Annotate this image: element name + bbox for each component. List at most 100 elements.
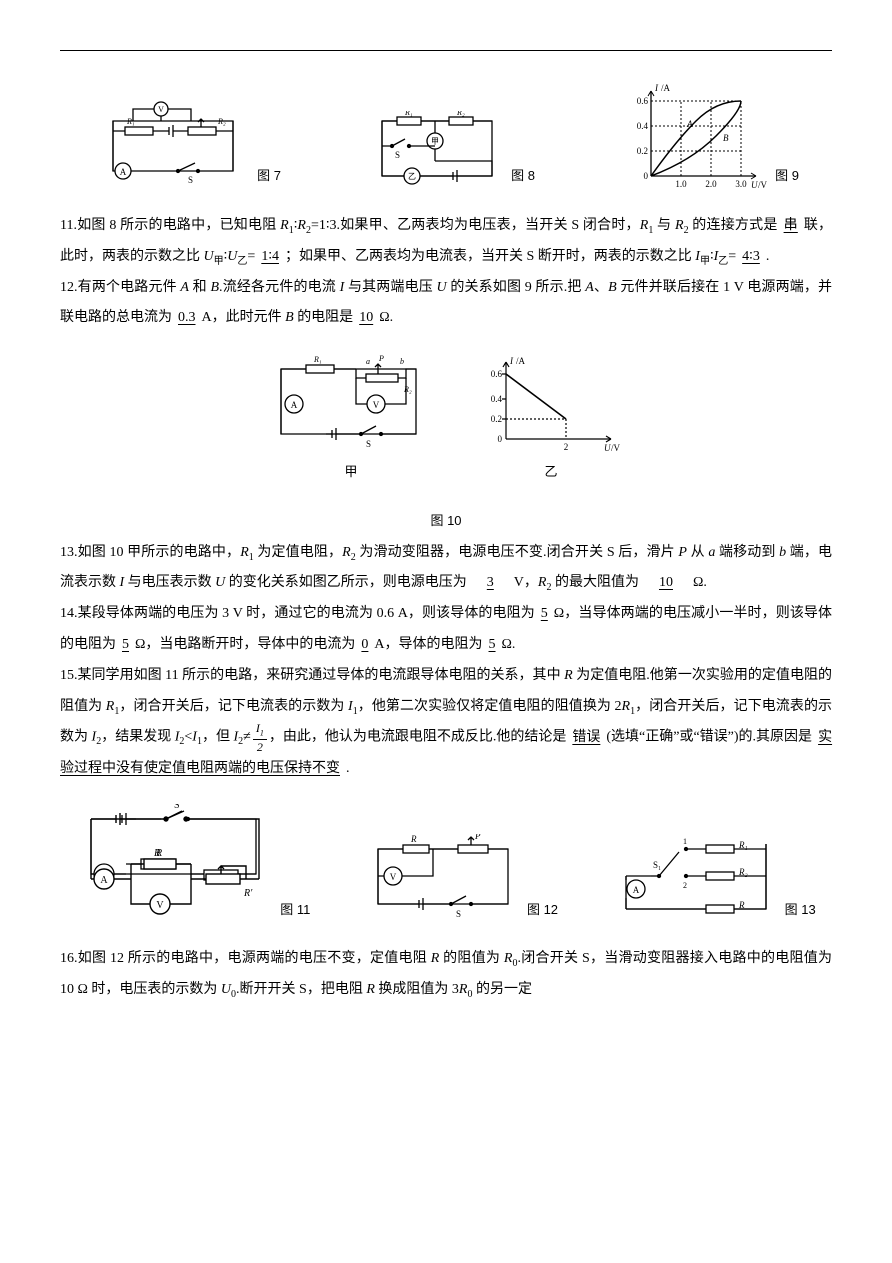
q11-ans3: 4∶3 [736, 249, 766, 264]
svg-text:S: S [366, 439, 371, 449]
figure-10-left: A R₁ a b P R₂ V S [266, 354, 436, 487]
q14-ans3: 0 [355, 637, 374, 652]
svg-text:甲: 甲 [431, 137, 439, 146]
svg-text:0.2: 0.2 [637, 146, 648, 156]
svg-text:U: U [751, 180, 758, 190]
figure-13: A S₁ 1 R₁ 2 R₂ [611, 834, 816, 924]
svg-text:1.0: 1.0 [675, 179, 687, 189]
figure-7: A V R₁ R₂ S 图 7 [93, 101, 281, 191]
svg-text:S: S [456, 909, 461, 919]
question-14: 14.某段导体两端的电压为 3 V 时，通过它的电流为 0.6 A，则该导体的电… [60, 599, 832, 661]
fig10-label-wrap: 图 10 [60, 507, 832, 538]
fig10-sub-right: 乙 [476, 458, 626, 487]
figure-8: R₁ R₂ 甲 S 乙 图 8 [367, 111, 535, 191]
svg-text:R₂: R₂ [217, 117, 226, 126]
svg-text:/V: /V [758, 180, 768, 190]
question-12: 12.有两个电路元件 A 和 B.流经各元件的电流 I 与其两端电压 U 的关系… [60, 273, 832, 335]
svg-text:/A: /A [661, 83, 671, 93]
svg-text:1: 1 [683, 837, 687, 846]
q13-ans2: 10 [639, 575, 693, 590]
svg-text:R₁: R₁ [126, 117, 135, 126]
svg-text:0.6: 0.6 [637, 96, 649, 106]
svg-text:A: A [101, 875, 109, 886]
circuit-fig11: S A R [76, 804, 276, 924]
fig11-label: 图 11 [280, 896, 310, 925]
svg-text:R₁: R₁ [313, 355, 322, 364]
q12-ans2: 10 [353, 310, 379, 325]
figure-row-10: A R₁ a b P R₂ V S [60, 354, 832, 487]
svg-text:A: A [632, 885, 639, 895]
circuit-fig8: R₁ R₂ 甲 S 乙 [367, 111, 507, 191]
circuit-fig7: A V R₁ R₂ S [93, 101, 253, 191]
figure-9: I/A U/V A B 0.2 0.4 0.6 0 1.0 2.0 3.0 图 … [621, 81, 799, 191]
circuit-fig12: R P V S [363, 834, 523, 924]
svg-text:2: 2 [564, 442, 569, 452]
svg-text:/A: /A [516, 356, 526, 366]
svg-text:S₁: S₁ [653, 860, 661, 870]
question-15: 15.某同学用如图 11 所示的电路，来研究通过导体的电流跟导体电阻的关系，其中… [60, 661, 832, 785]
svg-text:P: P [378, 354, 384, 363]
svg-text:A: A [120, 167, 127, 177]
fig13-label: 图 13 [785, 896, 816, 925]
svg-text:0.6: 0.6 [491, 369, 503, 379]
svg-text:R′: R′ [243, 888, 253, 899]
question-11: 11.如图 8 所示的电路中，已知电阻 R1∶R2=1∶3.如果甲、乙两表均为电… [60, 211, 832, 273]
q11-ans2: 1∶4 [255, 249, 285, 264]
fig9-label: 图 9 [775, 162, 799, 191]
svg-text:R₂: R₂ [456, 111, 465, 117]
question-13: 13.如图 10 甲所示的电路中，R1 为定值电阻，R2 为滑动变阻器，电源电压… [60, 538, 832, 600]
fig10-sub-left: 甲 [266, 458, 436, 487]
fig10-label: 图 10 [430, 513, 461, 528]
figure-row-7-8-9: A V R₁ R₂ S 图 7 [60, 81, 832, 191]
circuit-fig10-left: A R₁ a b P R₂ V S [266, 354, 436, 454]
svg-text:A: A [291, 400, 298, 410]
svg-text:A: A [686, 119, 693, 129]
svg-text:V: V [373, 400, 380, 410]
figure-12: R P V S 图 12 [363, 834, 558, 924]
svg-text:0: 0 [644, 171, 649, 181]
svg-text:S: S [395, 150, 400, 160]
svg-text:V: V [390, 872, 397, 882]
svg-text:B: B [723, 133, 729, 143]
svg-text:0.2: 0.2 [491, 414, 502, 424]
svg-text:R₂: R₂ [403, 385, 412, 394]
svg-text:2.0: 2.0 [705, 179, 717, 189]
chart-fig9: I/A U/V A B 0.2 0.4 0.6 0 1.0 2.0 3.0 [621, 81, 771, 191]
circuit-fig13: A S₁ 1 R₁ 2 R₂ [611, 834, 781, 924]
q14-ans2: 5 [116, 637, 135, 652]
svg-text:0.4: 0.4 [637, 121, 649, 131]
q11-ans1: 串 [778, 218, 804, 233]
fig12-label: 图 12 [527, 896, 558, 925]
svg-text:V: V [158, 105, 164, 114]
svg-text:S: S [174, 804, 180, 811]
svg-text:R₁: R₁ [404, 111, 413, 117]
question-16: 16.如图 12 所示的电路中，电源两端的电压不变，定值电阻 R 的阻值为 R0… [60, 944, 832, 1006]
svg-text:0.4: 0.4 [491, 394, 503, 404]
fig7-label: 图 7 [257, 162, 281, 191]
q12-ans1: 0.3 [172, 310, 202, 325]
svg-text:乙: 乙 [408, 172, 416, 181]
svg-text:I: I [509, 356, 514, 366]
svg-text:0: 0 [498, 434, 503, 444]
chart-fig10-right: I/A U/V 0 0.2 0.4 0.6 2 [476, 354, 626, 454]
svg-text:/V: /V [611, 443, 621, 453]
svg-text:V: V [157, 900, 165, 911]
page-top-rule [60, 50, 832, 51]
figure-11: S A R [76, 804, 310, 924]
svg-text:I: I [654, 83, 659, 93]
svg-text:2: 2 [683, 881, 687, 890]
q15-ans1: 错误 [566, 730, 606, 745]
svg-text:3.0: 3.0 [735, 179, 747, 189]
svg-text:S: S [188, 175, 193, 185]
figure-10-right: I/A U/V 0 0.2 0.4 0.6 2 乙 [476, 354, 626, 487]
figure-row-11-12-13: S A R [60, 804, 832, 924]
fig8-label: 图 8 [511, 162, 535, 191]
svg-text:R: R [410, 834, 417, 844]
svg-text:a: a [366, 357, 370, 366]
svg-text:b: b [400, 357, 404, 366]
svg-text:R: R [155, 848, 162, 859]
q13-ans1: 3 [467, 575, 514, 590]
svg-text:U: U [604, 443, 611, 453]
svg-text:P: P [474, 834, 481, 841]
q14-ans4: 5 [483, 637, 502, 652]
